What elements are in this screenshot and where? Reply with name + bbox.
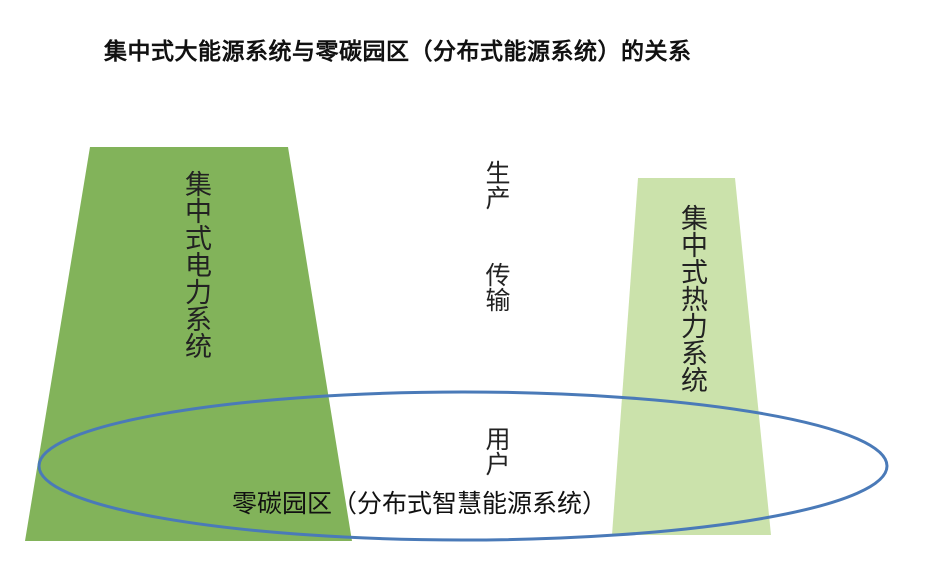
power-system-trapezoid	[25, 147, 352, 541]
heat-system-trapezoid	[612, 178, 771, 535]
zero-carbon-park-ellipse	[37, 390, 889, 542]
zero-carbon-park-label: 零碳园区（分布式智慧能源系统）	[232, 489, 608, 518]
heat-system-label: 集中式热力系统	[676, 204, 707, 393]
stage-production: 生产	[482, 160, 511, 210]
power-system-label: 集中式电力系统	[180, 170, 211, 359]
diagram-title: 集中式大能源系统与零碳园区（分布式能源系统）的关系	[104, 39, 692, 65]
stage-user: 用户	[482, 426, 511, 476]
stage-transmission: 传输	[482, 262, 511, 312]
